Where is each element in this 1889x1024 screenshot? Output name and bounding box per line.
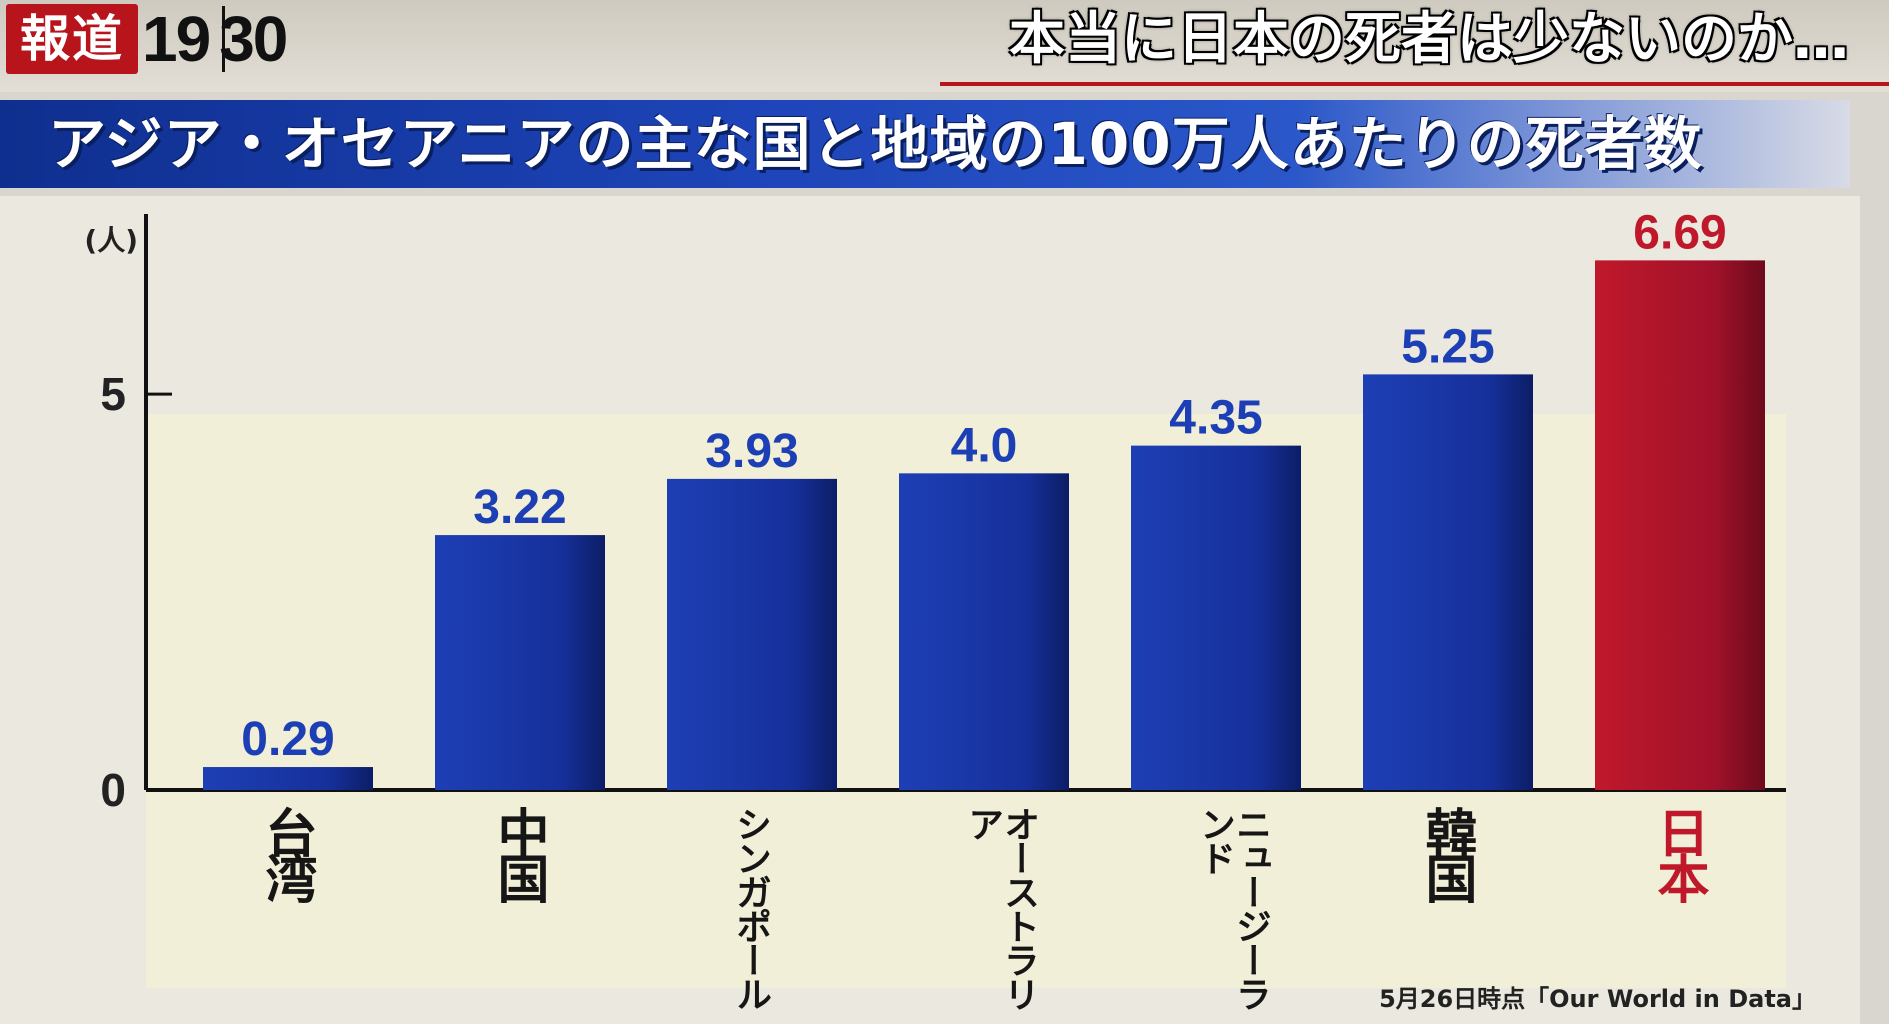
chart-title: アジア・オセアニアの主な国と地域の100万人あたりの死者数 [48, 110, 1703, 178]
category-label: 日本 [1648, 806, 1708, 898]
y-tick-label: 5 [100, 368, 126, 420]
program-logo: 報道 [6, 4, 138, 74]
bar [667, 478, 837, 790]
category-label: シンガポール [730, 806, 771, 1010]
bar-chart: (人) 0 5 0.29 3.22 3.93 4.0 4.35 5.25 6.69 [84, 206, 1786, 816]
bar [899, 473, 1069, 790]
top-strip [0, 0, 1889, 92]
logo-separator [222, 6, 225, 72]
bar [435, 535, 605, 790]
headline-underline [940, 82, 1889, 86]
y-tick-label: 0 [100, 764, 126, 816]
category-label: 中国 [488, 806, 548, 898]
category-label: 台湾 [256, 806, 316, 898]
bar-value-label: 6.69 [1633, 206, 1726, 259]
program-time-hour: 19 [142, 3, 211, 75]
bar-value-label: 4.35 [1169, 392, 1262, 445]
bar-value-label: 4.0 [951, 419, 1018, 472]
bar-value-label: 3.93 [705, 425, 798, 478]
chart-panel: (人) 0 5 0.29 3.22 3.93 4.0 4.35 5.25 6.69 台湾 中国 シンガ… [0, 196, 1860, 1024]
source-note: 5月26日時点「Our World in Data」 [1379, 985, 1816, 1013]
bar [1131, 445, 1301, 790]
bar-value-label: 5.25 [1401, 320, 1494, 373]
category-label: オーストラリア [962, 806, 1039, 1010]
y-axis-unit: (人) [84, 224, 138, 257]
bar [203, 767, 373, 790]
bar-value-label: 3.22 [473, 481, 566, 534]
bar-value-label: 0.29 [241, 713, 334, 766]
news-headline: 本当に日本の死者は少ないのか… [1009, 7, 1849, 72]
program-time-logo: 19 30 [142, 3, 288, 75]
category-label: 韓国 [1416, 806, 1476, 898]
program-time-minute: 30 [219, 3, 288, 75]
category-label: ニュージーランド [1194, 806, 1271, 1010]
bar [1363, 374, 1533, 790]
title-banner: アジア・オセアニアの主な国と地域の100万人あたりの死者数 [0, 100, 1850, 188]
bar [1595, 260, 1765, 790]
